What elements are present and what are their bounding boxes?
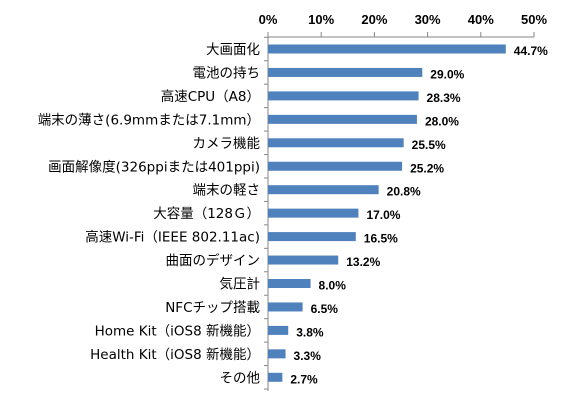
data-label: 25.5% — [412, 138, 446, 152]
data-label: 25.2% — [410, 161, 444, 175]
bar — [268, 302, 303, 312]
category-label: 大容量（128Ｇ） — [153, 205, 260, 222]
data-label: 2.7% — [290, 372, 318, 386]
bar — [268, 232, 356, 242]
category-label: 画面解像度(326ppiまたは401ppi) — [48, 159, 260, 175]
category-label: 端末の薄さ(6.9mmまたは7.1mm） — [38, 112, 260, 128]
data-label: 13.2% — [346, 255, 380, 269]
x-tick-label: 10% — [308, 12, 334, 27]
category-label: カメラ機能 — [193, 136, 261, 152]
bar — [268, 325, 289, 335]
data-label: 3.8% — [296, 325, 324, 339]
data-label: 3.3% — [294, 349, 322, 363]
category-label: Home Kit（iOS8 新機能） — [95, 323, 260, 339]
data-label: 6.5% — [311, 302, 339, 316]
bar — [268, 255, 339, 265]
x-tick-label: 40% — [468, 12, 494, 27]
bar — [268, 208, 359, 218]
data-label: 28.3% — [427, 91, 461, 105]
x-tick-label: 0% — [259, 12, 278, 27]
category-label: Health Kit（iOS8 新機能） — [90, 347, 260, 363]
data-label: 16.5% — [364, 232, 398, 246]
category-label: その他 — [220, 370, 261, 386]
category-label: 電池の持ち — [193, 65, 261, 81]
bar — [268, 372, 283, 382]
data-label: 8.0% — [319, 279, 347, 293]
bar — [268, 91, 419, 101]
data-label: 20.8% — [387, 185, 421, 199]
bar-series — [268, 44, 506, 382]
category-label: 高速Wi-Fi（IEEE 802.11ac) — [85, 229, 260, 246]
x-tick-label: 30% — [415, 12, 441, 27]
data-label: 17.0% — [366, 208, 400, 222]
category-label: NFCチップ搭載 — [165, 300, 260, 316]
value-labels: 44.7% 29.0% 28.3% 28.0% 25.5% 25.2% 20.8% 17.0%… — [290, 44, 548, 386]
category-label: 曲面のデザイン — [166, 252, 261, 269]
category-label: 気圧計 — [220, 277, 261, 293]
bar — [268, 349, 286, 359]
bar — [268, 185, 379, 195]
bar — [268, 138, 404, 148]
category-label: 高速CPU（A8） — [161, 88, 260, 105]
data-label: 28.0% — [425, 114, 459, 128]
x-tick-label: 20% — [361, 12, 387, 27]
bar — [268, 67, 423, 77]
data-label: 29.0% — [430, 67, 464, 81]
data-label: 44.7% — [514, 44, 548, 58]
bar — [268, 44, 506, 54]
bar — [268, 114, 417, 124]
category-label: 大画面化 — [206, 42, 260, 58]
bar — [268, 279, 311, 288]
bar — [268, 161, 403, 171]
x-tick-label: 50% — [521, 12, 547, 27]
category-label: 端末の軽さ — [193, 183, 261, 199]
